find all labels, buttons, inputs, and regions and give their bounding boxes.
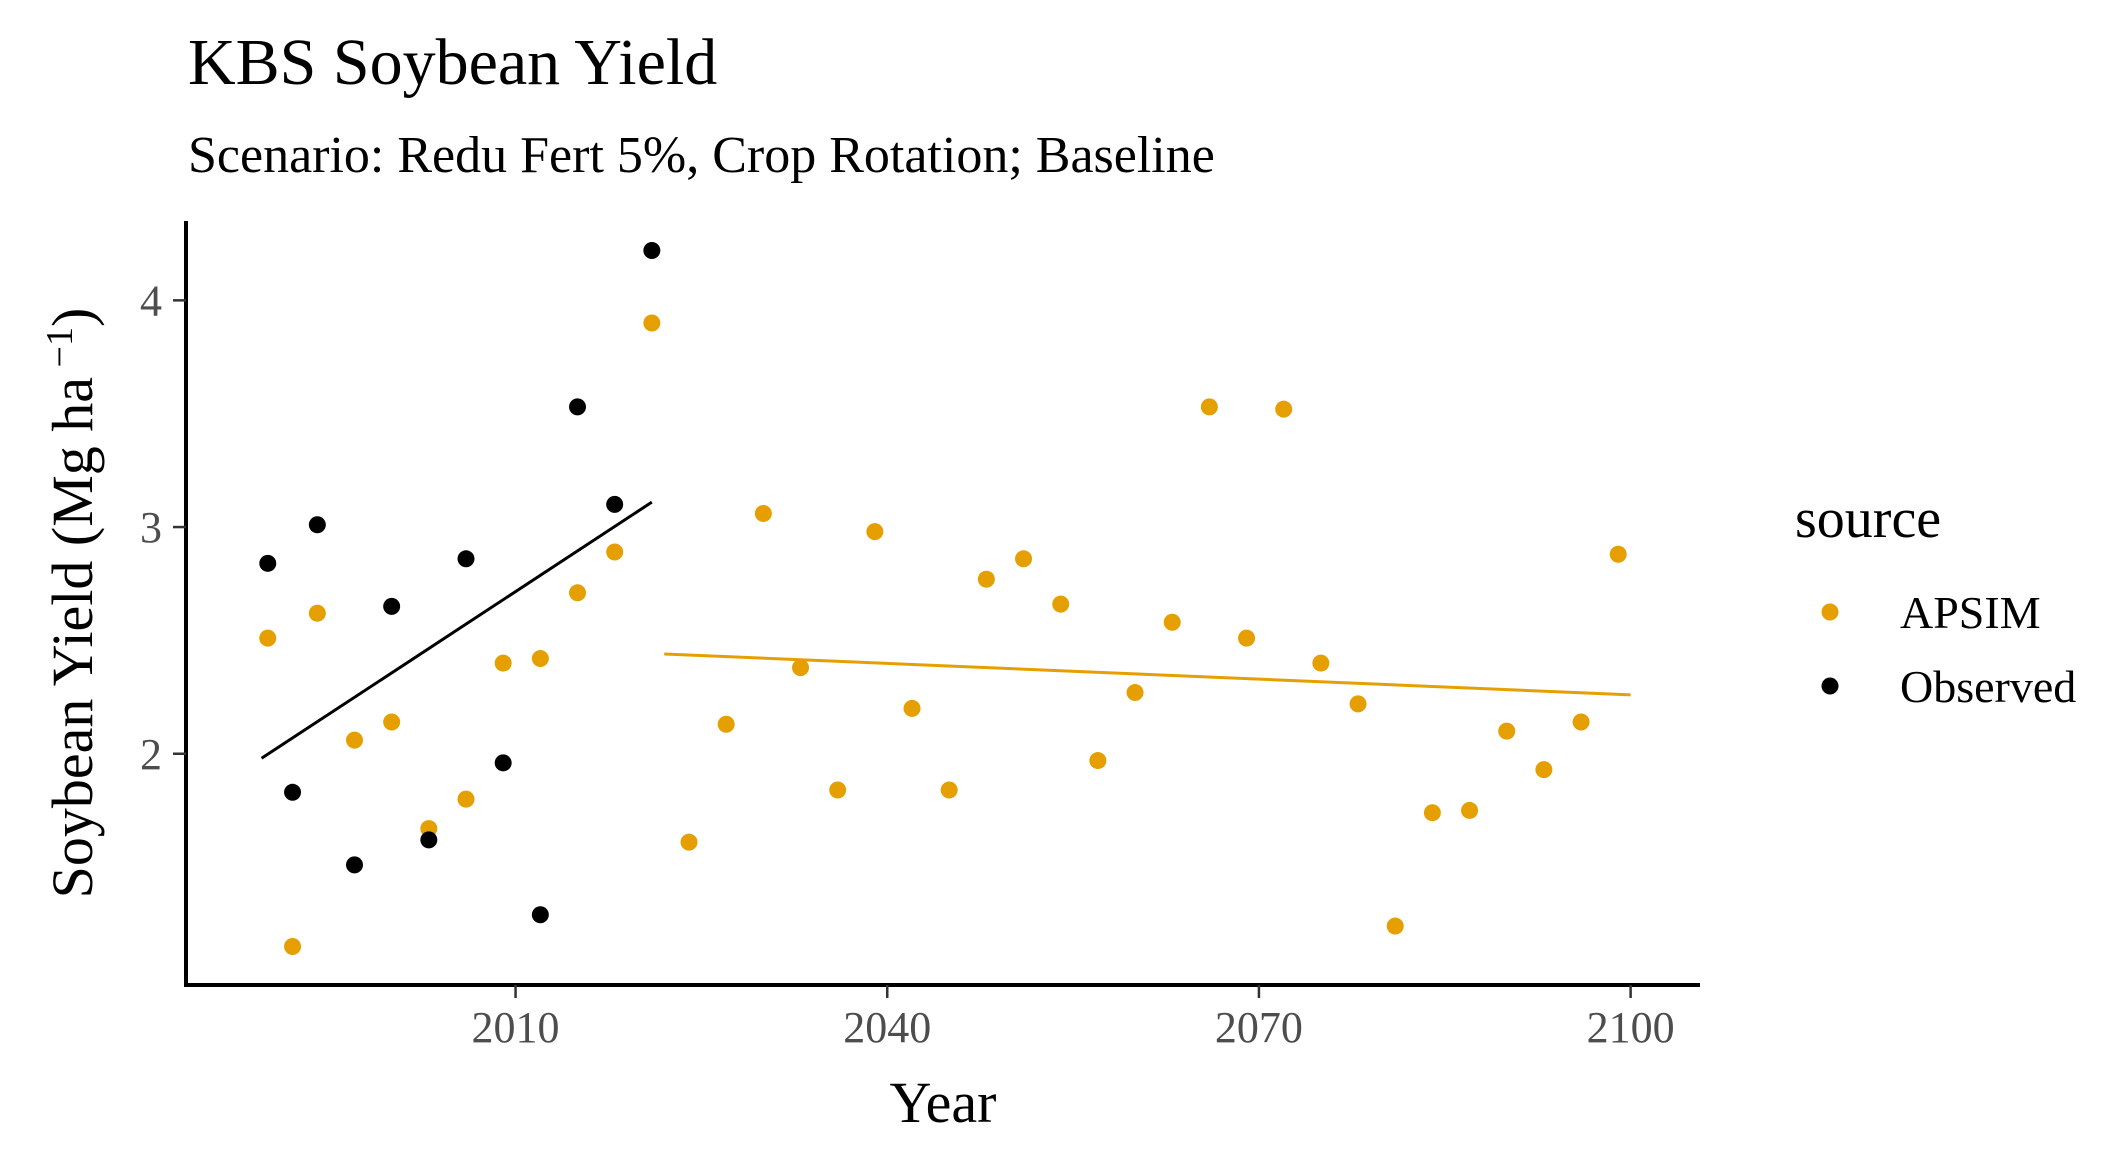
x-tick-label-0: 2010 (472, 1003, 560, 1052)
data-point-apsim-17 (866, 523, 884, 541)
legend-title: source (1795, 488, 1941, 550)
data-point-apsim-36 (1572, 713, 1590, 731)
data-point-apsim-21 (1015, 550, 1033, 568)
data-point-apsim-18 (903, 699, 921, 717)
x-axis-ticks: 2010 2040 2070 2100 (472, 985, 1675, 1052)
data-point-apsim-8 (531, 650, 549, 668)
data-point-apsim-10 (606, 543, 624, 561)
data-point-observed-10 (606, 495, 624, 513)
data-point-apsim-26 (1200, 398, 1218, 416)
data-point-observed-0 (259, 554, 277, 572)
data-point-apsim-7 (494, 654, 512, 672)
y-axis-label-main: Soybean Yield (Mg ha (40, 377, 105, 898)
trend-line-observed (260, 500, 653, 760)
data-point-observed-9 (569, 398, 587, 416)
legend-key-observed (1821, 677, 1839, 695)
data-point-apsim-3 (345, 731, 363, 749)
data-point-observed-3 (345, 856, 363, 874)
legend-key-apsim (1821, 603, 1839, 621)
data-point-apsim-24 (1126, 684, 1144, 702)
y-axis-label-superscript: −1 (39, 327, 81, 377)
data-point-apsim-37 (1609, 545, 1627, 563)
data-points (259, 241, 1627, 955)
x-tick-label-2: 2070 (1215, 1003, 1303, 1052)
data-point-apsim-13 (717, 715, 735, 733)
data-point-observed-8 (531, 906, 549, 924)
data-point-apsim-29 (1312, 654, 1330, 672)
legend-entries: APSIM Observed (1821, 587, 2076, 712)
data-point-apsim-28 (1275, 400, 1293, 418)
chart-title: KBS Soybean Yield (188, 26, 717, 99)
y-tick-label-1: 3 (140, 503, 162, 552)
data-point-apsim-4 (383, 713, 401, 731)
x-tick-label-3: 2100 (1587, 1003, 1675, 1052)
y-tick-label-0: 2 (140, 730, 162, 779)
chart-subtitle: Scenario: Redu Fert 5%, Crop Rotation; B… (188, 127, 1215, 184)
data-point-apsim-33 (1461, 801, 1479, 819)
plot-area: 2010 2040 2070 2100 2 3 4 (140, 221, 1700, 1052)
trend-lines (260, 500, 1631, 760)
y-axis-label: Soybean Yield (Mg ha −1) (39, 308, 105, 899)
data-point-apsim-16 (829, 781, 847, 799)
data-point-apsim-20 (977, 570, 995, 588)
data-point-apsim-2 (308, 604, 326, 622)
legend-label-apsim: APSIM (1900, 587, 2041, 638)
data-point-apsim-31 (1386, 917, 1404, 935)
data-point-observed-11 (643, 241, 661, 259)
data-point-apsim-23 (1089, 752, 1107, 770)
data-point-apsim-34 (1498, 722, 1516, 740)
data-point-observed-4 (383, 597, 401, 615)
data-point-apsim-1 (284, 937, 302, 955)
data-point-apsim-0 (259, 629, 277, 647)
data-point-observed-1 (284, 783, 302, 801)
data-point-apsim-35 (1535, 761, 1553, 779)
legend: source APSIM Observed (1795, 488, 2076, 712)
trend-line-apsim (664, 652, 1631, 697)
data-point-apsim-27 (1238, 629, 1256, 647)
data-point-observed-7 (494, 754, 512, 772)
data-point-observed-5 (420, 831, 438, 849)
data-point-apsim-6 (457, 790, 475, 808)
data-point-apsim-11 (643, 314, 661, 332)
y-axis-label-close: ) (40, 308, 105, 327)
x-tick-label-1: 2040 (843, 1003, 931, 1052)
y-axis-ticks: 2 3 4 (140, 276, 186, 779)
data-point-apsim-14 (754, 504, 772, 522)
data-point-apsim-12 (680, 833, 698, 851)
data-point-observed-6 (457, 550, 475, 568)
data-point-apsim-32 (1423, 804, 1441, 822)
data-point-apsim-19 (940, 781, 958, 799)
data-point-observed-2 (308, 516, 326, 534)
y-tick-label-2: 4 (140, 276, 162, 325)
x-axis-label: Year (890, 1070, 997, 1135)
data-point-apsim-25 (1163, 613, 1181, 631)
data-point-apsim-9 (569, 584, 587, 602)
data-point-apsim-30 (1349, 695, 1367, 713)
data-point-apsim-22 (1052, 595, 1070, 613)
data-point-apsim-15 (792, 659, 810, 677)
legend-label-observed: Observed (1900, 661, 2076, 712)
